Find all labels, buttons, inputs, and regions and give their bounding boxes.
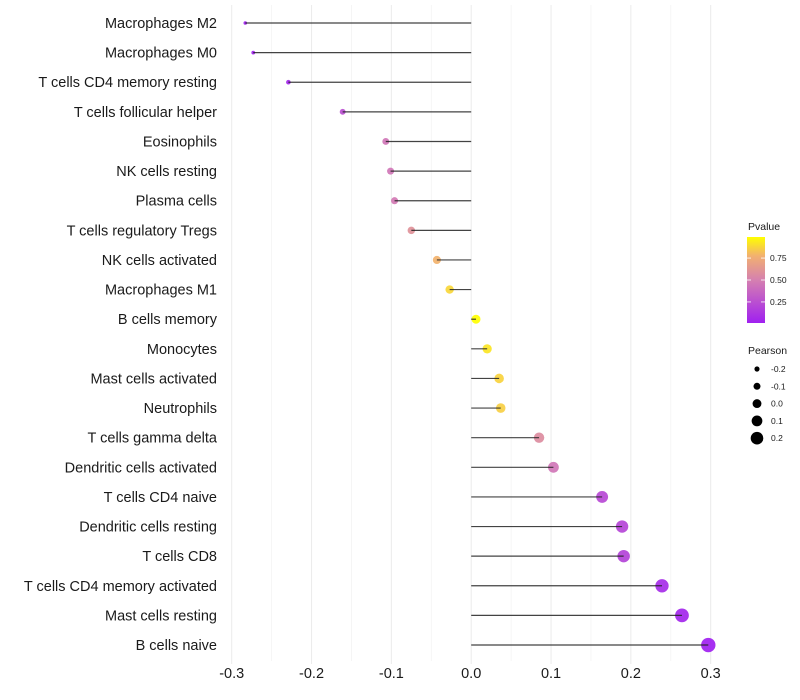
y-tick-label: B cells memory — [118, 312, 218, 328]
size-legend-key — [750, 431, 764, 445]
y-tick-label: T cells CD4 naive — [104, 490, 217, 506]
y-tick-label: NK cells activated — [102, 253, 217, 269]
size-legend-label: 0.2 — [771, 433, 783, 443]
x-tick-label: -0.1 — [379, 666, 404, 682]
lollipop-point — [391, 197, 399, 205]
lollipop-point — [615, 520, 629, 533]
colorbar-tick-label: 0.25 — [770, 297, 787, 307]
lollipop-point — [655, 579, 669, 593]
x-tick-label: -0.2 — [299, 666, 324, 682]
size-legend-label: -0.1 — [771, 381, 786, 391]
lollipop-point — [495, 403, 506, 413]
y-tick-label: Dendritic cells activated — [65, 460, 217, 476]
lollipop-marks — [243, 21, 716, 653]
y-tick-label: Macrophages M0 — [105, 46, 217, 62]
y-tick-label: T cells gamma delta — [88, 431, 218, 447]
lollipop-point — [382, 138, 390, 145]
y-axis-labels: Macrophages M2 Macrophages M0 T cells CD4 … — [24, 16, 218, 654]
colorbar-tick-label: 0.50 — [770, 275, 787, 285]
size-legend-key — [753, 382, 761, 390]
y-tick-label: Plasma cells — [136, 194, 217, 210]
y-tick-label: T cells CD8 — [142, 549, 217, 565]
pvalue-legend-title: Pvalue — [748, 221, 780, 233]
size-legend-label: 0.0 — [771, 399, 783, 409]
x-tick-label: -0.3 — [219, 666, 244, 682]
size-legend-key — [751, 415, 763, 427]
y-tick-label: Macrophages M2 — [105, 16, 217, 32]
y-tick-label: T cells follicular helper — [74, 105, 217, 121]
y-tick-label: Mast cells resting — [105, 608, 217, 624]
pearson-legend-title: Pearson — [748, 345, 787, 357]
x-tick-label: 0.2 — [621, 666, 641, 682]
y-tick-label: Mast cells activated — [90, 371, 217, 387]
y-tick-label: NK cells resting — [116, 164, 217, 180]
y-tick-label: T cells CD4 memory activated — [24, 579, 217, 595]
y-tick-label: B cells naive — [136, 638, 217, 654]
size-legend-key — [752, 399, 762, 409]
y-tick-label: Monocytes — [147, 342, 217, 358]
size-legend-key — [754, 366, 760, 372]
y-tick-label: Eosinophils — [143, 134, 217, 150]
y-tick-label: Neutrophils — [144, 401, 217, 417]
y-tick-label: T cells CD4 memory resting — [38, 75, 217, 91]
y-tick-label: T cells regulatory Tregs — [67, 223, 217, 239]
y-tick-label: Macrophages M1 — [105, 283, 217, 299]
grid — [231, 5, 712, 664]
size-legend-label: -0.2 — [771, 364, 786, 374]
colorbar-tick-label: 0.75 — [770, 253, 787, 263]
pearson-legend: Pearson -0.2 -0.1 0.0 0.1 0.2 — [748, 345, 787, 445]
x-tick-label: 0.0 — [461, 666, 481, 682]
pvalue-legend: Pvalue 0.25 0.50 0.75 — [747, 221, 787, 323]
x-tick-label: 0.3 — [701, 666, 721, 682]
size-legend-label: 0.1 — [771, 416, 783, 426]
x-tick-label: 0.1 — [541, 666, 561, 682]
y-tick-label: Dendritic cells resting — [79, 520, 217, 536]
x-axis-ticks: -0.3 -0.2 -0.1 0.0 0.1 0.2 0.3 — [219, 666, 721, 682]
pvalue-colorbar — [747, 237, 765, 323]
